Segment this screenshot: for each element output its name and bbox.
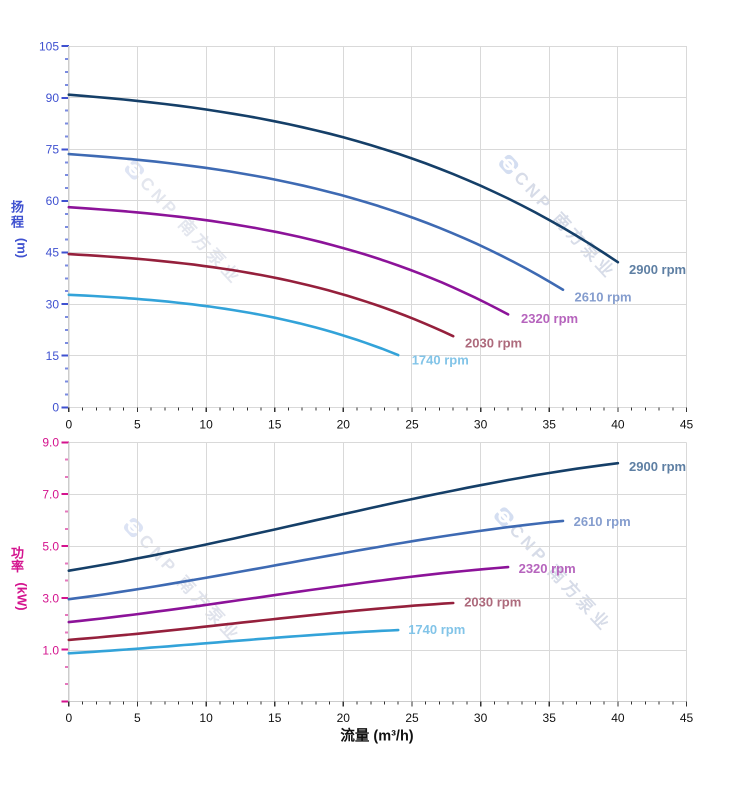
svg-text:1.0: 1.0 <box>42 643 59 657</box>
svg-text:15: 15 <box>46 349 60 363</box>
svg-text:1740 rpm: 1740 rpm <box>412 353 469 368</box>
svg-text:45: 45 <box>46 246 60 260</box>
svg-text:30: 30 <box>474 711 488 725</box>
svg-text:0: 0 <box>65 711 72 725</box>
svg-text:90: 90 <box>46 91 60 105</box>
svg-text:0: 0 <box>52 401 59 415</box>
svg-text:15: 15 <box>268 711 282 725</box>
svg-text:35: 35 <box>543 418 557 432</box>
svg-text:25: 25 <box>405 711 419 725</box>
svg-text:30: 30 <box>474 418 488 432</box>
svg-text:2610 rpm: 2610 rpm <box>575 290 632 305</box>
svg-text:10: 10 <box>199 418 213 432</box>
svg-text:(m): (m) <box>15 238 30 258</box>
svg-text:2320 rpm: 2320 rpm <box>519 561 576 576</box>
svg-text:7.0: 7.0 <box>42 488 59 502</box>
svg-text:15: 15 <box>268 418 282 432</box>
svg-text:5: 5 <box>134 711 141 725</box>
svg-text:40: 40 <box>611 418 625 432</box>
svg-text:功: 功 <box>11 546 24 561</box>
svg-text:2900 rpm: 2900 rpm <box>629 459 686 474</box>
svg-text:105: 105 <box>39 39 59 53</box>
svg-text:程: 程 <box>11 215 24 230</box>
svg-text:(kW): (kW) <box>15 582 30 610</box>
svg-text:扬: 扬 <box>11 200 24 215</box>
svg-text:25: 25 <box>405 418 419 432</box>
svg-text:2030 rpm: 2030 rpm <box>464 595 521 610</box>
svg-text:2610 rpm: 2610 rpm <box>574 514 631 529</box>
svg-text:20: 20 <box>337 418 351 432</box>
svg-text:流量 (m³/h): 流量 (m³/h) <box>340 727 413 745</box>
svg-text:率: 率 <box>11 559 24 574</box>
svg-text:45: 45 <box>680 711 694 725</box>
svg-text:60: 60 <box>46 194 60 208</box>
svg-text:5: 5 <box>134 418 141 432</box>
svg-text:0: 0 <box>65 418 72 432</box>
svg-text:20: 20 <box>337 711 351 725</box>
svg-text:35: 35 <box>543 711 557 725</box>
svg-text:2320 rpm: 2320 rpm <box>521 311 578 326</box>
svg-text:5.0: 5.0 <box>42 540 59 554</box>
svg-text:30: 30 <box>46 297 60 311</box>
svg-text:3.0: 3.0 <box>42 591 59 605</box>
svg-text:2900 rpm: 2900 rpm <box>629 262 686 277</box>
svg-text:40: 40 <box>611 711 625 725</box>
svg-text:9.0: 9.0 <box>42 436 59 450</box>
svg-text:1740 rpm: 1740 rpm <box>408 622 465 637</box>
svg-text:45: 45 <box>680 418 694 432</box>
svg-text:2030 rpm: 2030 rpm <box>465 336 522 351</box>
svg-text:75: 75 <box>46 143 60 157</box>
svg-text:10: 10 <box>199 711 213 725</box>
